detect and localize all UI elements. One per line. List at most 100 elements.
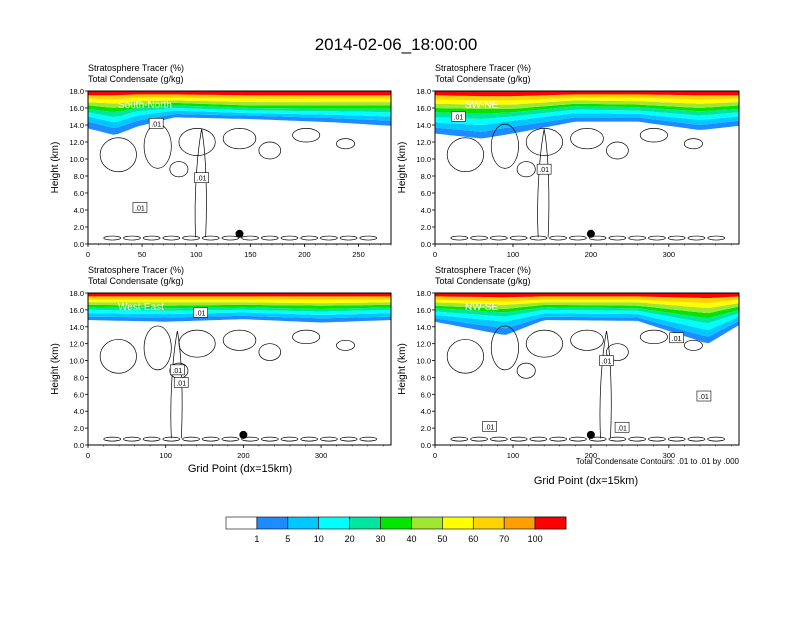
contour-loop [570, 128, 604, 150]
y-tick-label: 2.0 [421, 424, 431, 433]
panel-south-north: Stratosphere Tracer (%)Total Condensate … [50, 63, 392, 259]
colorbar: 1 5 10 20 30 40 50 60 70 100 [225, 516, 567, 544]
contour-surface-loop [123, 235, 141, 241]
colorbar-swatch [256, 516, 289, 530]
tracer-band [435, 293, 739, 298]
contour-surface-loop [687, 436, 706, 442]
tracer-shading [435, 91, 739, 139]
colorbar-label: 70 [499, 534, 509, 544]
y-tick-label: 12.0 [69, 138, 84, 147]
x-tick-label: 0 [433, 451, 437, 460]
colorbar-label: 30 [376, 534, 386, 544]
tracer-band [88, 102, 391, 112]
colorbar-swatch [534, 516, 567, 530]
contour-loop [639, 329, 668, 345]
x-tick-label: 300 [663, 250, 676, 259]
y-tick-label: 0.0 [74, 240, 84, 249]
contour-loop [446, 137, 484, 173]
contour-label: .01 [672, 336, 682, 343]
contour-surface-loop [280, 235, 299, 241]
y-tick-label: 12.0 [69, 340, 84, 349]
contour-label: .01 [176, 381, 186, 388]
x-axis-label-left: Grid Point (dx=15km) [188, 463, 292, 475]
contour-surface-loop [489, 235, 508, 241]
tracer-band [88, 108, 391, 123]
tracer-band [435, 103, 739, 114]
x-tick-label: 0 [433, 250, 437, 259]
tracer-band [435, 313, 739, 337]
tracer-band [88, 293, 391, 297]
colorbar-label: 40 [406, 534, 416, 544]
contour-surface-loop [628, 235, 647, 241]
contour-surface-loop [509, 235, 528, 241]
colorbar-swatch [472, 516, 505, 530]
contour-loop [292, 329, 321, 345]
y-tick-label: 8.0 [421, 373, 431, 382]
contour-surface-loop [450, 436, 469, 442]
contour-surface-loop [569, 235, 587, 241]
tracer-band [435, 302, 739, 314]
y-tick-label: 16.0 [69, 306, 84, 315]
panel-name: West-East [118, 302, 164, 313]
x-tick-label: 150 [244, 250, 257, 259]
colorbar-swatch [411, 516, 443, 530]
tracer-band [435, 109, 739, 125]
x-tick-label: 200 [585, 451, 598, 460]
plot-frame [434, 292, 740, 446]
contour-surface-loop [529, 436, 548, 442]
y-tick-label: 10.0 [416, 357, 431, 366]
y-axis-label: Height (km) [50, 142, 61, 194]
contour-surface-loop [529, 235, 548, 241]
y-tick-label: 2.0 [74, 424, 84, 433]
y-tick-label: 4.0 [421, 206, 431, 215]
contour-loop [258, 343, 282, 361]
y-tick-label: 16.0 [69, 104, 84, 113]
colorbar-swatch [442, 516, 474, 530]
x-axis-label-right: Grid Point (dx=15km) [534, 475, 638, 487]
contour-label-box [193, 307, 208, 318]
y-tick-label: 0.0 [421, 240, 431, 249]
y-tick-label: 0.0 [74, 441, 84, 450]
panel-sw-ne: Stratosphere Tracer (%)Total Condensate … [397, 63, 740, 259]
contour-surface-loop [182, 235, 200, 241]
colorbar-label: 60 [468, 534, 478, 544]
y-tick-label: 6.0 [421, 390, 431, 399]
contour-label-box [170, 364, 185, 376]
colorbar-swatch [503, 516, 536, 530]
contour-surface-loop [359, 235, 378, 241]
contour-label-box [669, 332, 684, 344]
condensate-contours [99, 325, 378, 442]
x-tick-label: 200 [298, 250, 311, 259]
plot-frame [87, 292, 392, 446]
panel-name: SW-NE [465, 100, 498, 111]
location-marker [235, 229, 244, 238]
contour-surface-loop [608, 436, 627, 442]
contour-loop [490, 325, 519, 371]
y-tick-label: 4.0 [74, 206, 84, 215]
y-tick-label: 10.0 [69, 155, 84, 164]
contour-loop [606, 141, 629, 160]
tracer-shading [88, 91, 391, 135]
contour-loop [570, 329, 604, 351]
contour-label-box [173, 377, 189, 388]
contour-surface-loop [588, 235, 607, 241]
tracer-band [88, 312, 391, 319]
colorbar-swatch [380, 516, 412, 530]
colorbar-swatch [349, 516, 381, 530]
contour-surface-loop [221, 235, 240, 241]
contour-surface-loop [569, 436, 587, 442]
panel-name: NW-SE [465, 302, 498, 313]
contour-surface-loop [103, 235, 122, 241]
contour-surface-loop [707, 436, 726, 442]
x-tick-label: 100 [507, 250, 520, 259]
tracer-shading [435, 293, 739, 344]
colorbar-label: 100 [528, 534, 543, 544]
contour-label: .01 [602, 359, 612, 366]
contour-label-box [536, 163, 552, 175]
contour-loop [516, 362, 536, 379]
contour-label: .01 [135, 205, 145, 212]
field-label-tracer: Stratosphere Tracer (%) [435, 265, 531, 275]
location-marker [586, 430, 595, 439]
contour-label-box [132, 202, 148, 213]
